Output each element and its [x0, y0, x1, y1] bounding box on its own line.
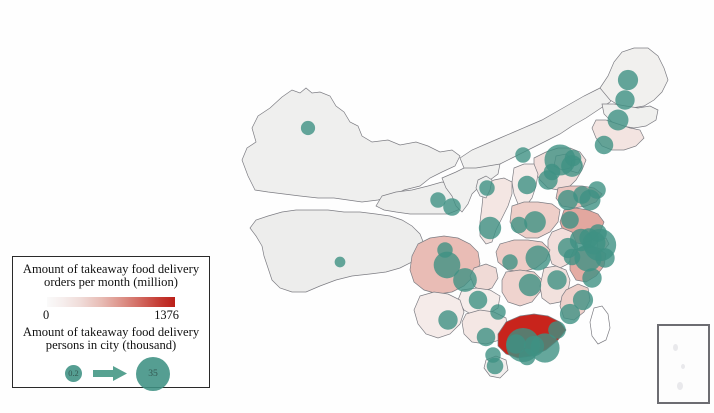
province-inner-mongolia[interactable] — [460, 84, 616, 168]
city-bubble[interactable] — [517, 175, 537, 195]
city-bubble[interactable] — [430, 192, 446, 208]
inset-islet-1 — [673, 344, 678, 351]
bubble-max-label: 35 — [148, 368, 158, 380]
city-bubble[interactable] — [561, 211, 579, 229]
province-tibet[interactable] — [250, 210, 424, 292]
bubble-legend-max: 35 — [136, 356, 170, 391]
orders-colorbar — [47, 296, 175, 307]
city-bubble[interactable] — [490, 304, 506, 320]
south-china-sea-inset[interactable] — [657, 324, 710, 404]
colorbar-min-label: 0 — [43, 307, 50, 322]
city-bubble-layer — [300, 69, 639, 375]
city-bubble[interactable] — [607, 109, 629, 131]
bubble-title-line2: persons in city (thousand) — [45, 338, 177, 353]
inset-islet-3 — [677, 382, 683, 390]
choropleth-title-line1: Amount of takeaway food delivery — [22, 262, 200, 276]
city-bubble[interactable] — [334, 256, 346, 268]
city-bubble[interactable] — [557, 189, 579, 211]
city-bubble[interactable] — [543, 163, 561, 181]
city-bubble[interactable] — [524, 211, 546, 233]
city-bubble[interactable] — [572, 289, 594, 311]
city-bubble[interactable] — [438, 310, 458, 330]
city-bubble[interactable] — [453, 268, 477, 292]
city-bubble[interactable] — [502, 254, 518, 270]
city-bubble[interactable] — [443, 198, 461, 216]
bubble-size-legend: 0.2 35 — [19, 355, 203, 391]
choropleth-legend-title: Amount of takeaway food delivery orders … — [19, 262, 203, 290]
city-bubble[interactable] — [548, 321, 566, 339]
province-yunnan[interactable] — [414, 292, 464, 338]
city-bubble[interactable] — [559, 303, 581, 325]
city-bubble[interactable] — [594, 135, 614, 155]
city-bubble[interactable] — [515, 147, 531, 163]
colorbar-max-label: 1376 — [154, 307, 179, 322]
bubble-title-line1: Amount of takeaway food delivery — [22, 324, 200, 339]
city-bubble[interactable] — [564, 149, 582, 167]
city-bubble[interactable] — [588, 181, 606, 199]
city-bubble[interactable] — [617, 69, 639, 91]
bubble-legend-min: 0.2 — [65, 364, 82, 382]
choropleth-title-line2: orders per month (million) — [44, 275, 178, 290]
bubble-min-label: 0.2 — [68, 368, 79, 378]
city-bubble[interactable] — [582, 268, 602, 288]
city-bubble[interactable] — [478, 216, 502, 240]
city-bubble[interactable] — [479, 180, 495, 196]
city-bubble[interactable] — [433, 251, 461, 279]
city-bubble[interactable] — [518, 273, 542, 297]
city-bubble[interactable] — [595, 248, 615, 268]
city-bubble[interactable] — [547, 270, 567, 290]
city-bubble[interactable] — [525, 245, 551, 271]
city-bubble[interactable] — [563, 248, 581, 266]
bubble-legend-title: Amount of takeaway food delivery persons… — [19, 324, 203, 353]
city-bubble[interactable] — [300, 120, 316, 136]
city-bubble[interactable] — [510, 216, 528, 234]
city-bubble[interactable] — [518, 348, 536, 366]
right-arrow-icon — [93, 365, 127, 381]
city-bubble[interactable] — [468, 290, 488, 310]
inset-islet-2 — [681, 364, 685, 369]
city-bubble[interactable] — [589, 224, 607, 242]
province-xinjiang[interactable] — [242, 88, 460, 202]
city-bubble[interactable] — [506, 334, 526, 354]
map-legend: Amount of takeaway food delivery orders … — [12, 256, 210, 391]
city-bubble[interactable] — [485, 347, 501, 363]
city-bubble[interactable] — [437, 242, 453, 258]
province-taiwan[interactable] — [590, 306, 610, 344]
city-bubble[interactable] — [476, 327, 496, 347]
colorbar-tick-labels: 0 1376 — [41, 308, 181, 323]
city-bubble[interactable] — [573, 186, 591, 204]
city-bubble[interactable] — [615, 90, 635, 110]
